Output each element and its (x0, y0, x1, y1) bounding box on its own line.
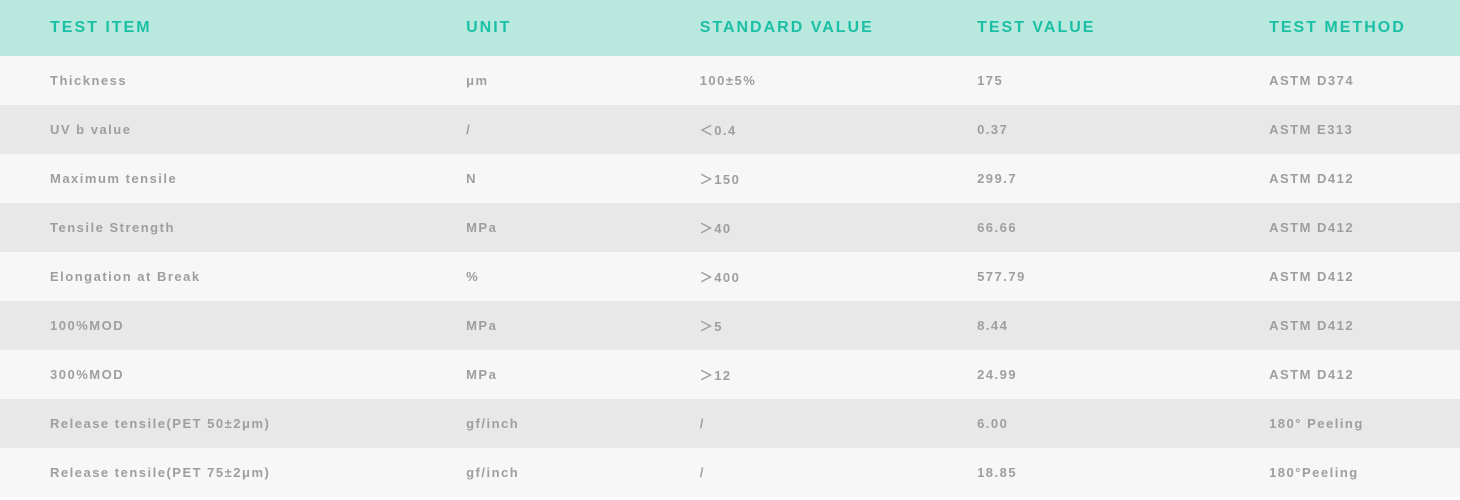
cell-unit: MPa (416, 367, 650, 382)
cell-test-item: Thickness (0, 73, 416, 88)
table-row: Release tensile(PET 50±2μm) gf/inch / 6.… (0, 399, 1460, 448)
table-row: Maximum tensile N ＞150 299.7 ASTM D412 (0, 154, 1460, 203)
cell-test-method: ASTM E313 (1219, 122, 1460, 137)
cell-standard-value: 100±5% (650, 73, 927, 88)
cell-test-item: Maximum tensile (0, 171, 416, 186)
cell-test-value: 66.66 (927, 220, 1219, 235)
cell-standard-value: ＞5 (650, 316, 927, 335)
cell-test-item: UV b value (0, 122, 416, 137)
header-test-method: TEST METHOD (1219, 19, 1460, 37)
cell-unit: / (416, 122, 650, 137)
cell-unit: μm (416, 73, 650, 88)
cell-test-item: Tensile Strength (0, 220, 416, 235)
cell-unit: N (416, 171, 650, 186)
cell-standard-value: / (650, 416, 927, 431)
cell-test-item: 100%MOD (0, 318, 416, 333)
header-unit: UNIT (416, 19, 650, 37)
cell-test-item: Elongation at Break (0, 269, 416, 284)
cell-standard-value: ＜0.4 (650, 120, 927, 139)
cell-standard-value: ＞150 (650, 169, 927, 188)
table-header-row: TEST ITEM UNIT STANDARD VALUE TEST VALUE… (0, 0, 1460, 56)
cell-test-method: ASTM D374 (1219, 73, 1460, 88)
table-row: 300%MOD MPa ＞12 24.99 ASTM D412 (0, 350, 1460, 399)
cell-test-item: Release tensile(PET 50±2μm) (0, 416, 416, 431)
cell-test-method: 180°Peeling (1219, 465, 1460, 480)
cell-test-value: 24.99 (927, 367, 1219, 382)
cell-test-method: ASTM D412 (1219, 269, 1460, 284)
header-test-item: TEST ITEM (0, 19, 416, 37)
test-results-table: TEST ITEM UNIT STANDARD VALUE TEST VALUE… (0, 0, 1460, 497)
cell-unit: % (416, 269, 650, 284)
cell-test-value: 18.85 (927, 465, 1219, 480)
cell-test-value: 577.79 (927, 269, 1219, 284)
cell-test-value: 6.00 (927, 416, 1219, 431)
cell-test-method: ASTM D412 (1219, 171, 1460, 186)
table-row: Elongation at Break % ＞400 577.79 ASTM D… (0, 252, 1460, 301)
table-row: UV b value / ＜0.4 0.37 ASTM E313 (0, 105, 1460, 154)
cell-standard-value: / (650, 465, 927, 480)
cell-unit: gf/inch (416, 416, 650, 431)
cell-test-value: 0.37 (927, 122, 1219, 137)
cell-test-method: ASTM D412 (1219, 318, 1460, 333)
header-standard-value: STANDARD VALUE (650, 19, 927, 37)
cell-test-method: ASTM D412 (1219, 220, 1460, 235)
header-test-value: TEST VALUE (927, 19, 1219, 37)
cell-test-item: Release tensile(PET 75±2μm) (0, 465, 416, 480)
cell-test-value: 8.44 (927, 318, 1219, 333)
cell-test-item: 300%MOD (0, 367, 416, 382)
table-row: Thickness μm 100±5% 175 ASTM D374 (0, 56, 1460, 105)
cell-test-method: ASTM D412 (1219, 367, 1460, 382)
cell-test-value: 299.7 (927, 171, 1219, 186)
table-row: Release tensile(PET 75±2μm) gf/inch / 18… (0, 448, 1460, 497)
cell-test-method: 180° Peeling (1219, 416, 1460, 431)
cell-unit: MPa (416, 220, 650, 235)
cell-standard-value: ＞40 (650, 218, 927, 237)
cell-standard-value: ＞12 (650, 365, 927, 384)
cell-test-value: 175 (927, 73, 1219, 88)
cell-unit: gf/inch (416, 465, 650, 480)
table-row: 100%MOD MPa ＞5 8.44 ASTM D412 (0, 301, 1460, 350)
table-row: Tensile Strength MPa ＞40 66.66 ASTM D412 (0, 203, 1460, 252)
cell-unit: MPa (416, 318, 650, 333)
cell-standard-value: ＞400 (650, 267, 927, 286)
